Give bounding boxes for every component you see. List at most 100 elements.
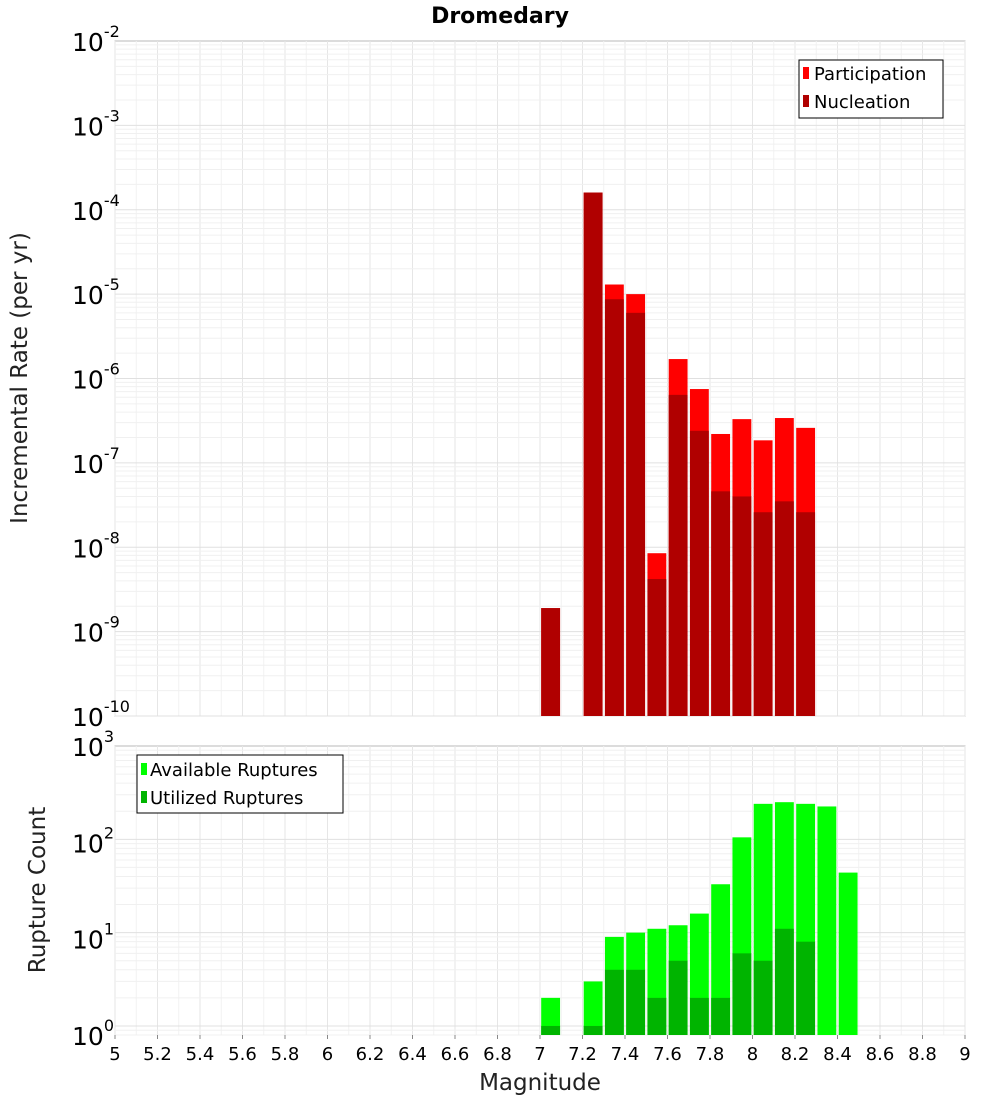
x-tick-label: 5.6 <box>228 1044 257 1065</box>
legend-label-participation: Participation <box>814 64 926 85</box>
x-tick-label: 7 <box>534 1044 545 1065</box>
rate-legend: Participation Nucleation <box>798 59 944 119</box>
rate-y-tick-label: 10-5 <box>72 275 120 310</box>
x-tick-label: 5 <box>109 1044 120 1065</box>
count-bar-utilized-ruptures <box>668 960 688 1035</box>
rate-y-tick-exponent: -9 <box>104 613 120 632</box>
count-bar-available-ruptures <box>583 981 603 1035</box>
rate-y-tick-exponent: -8 <box>104 528 120 547</box>
count-bar-utilized-ruptures <box>647 997 667 1035</box>
count-y-tick-label: 100 <box>72 1016 114 1051</box>
rate-y-tick-label: 10-7 <box>72 444 120 479</box>
rate-bar-nucleation <box>626 312 646 716</box>
count-y-tick-label: 101 <box>72 920 114 955</box>
count-y-tick-label: 102 <box>72 823 114 858</box>
x-tick-label: 9 <box>959 1044 970 1065</box>
x-tick-label: 8.8 <box>908 1044 937 1065</box>
count-y-tick-exponent: 3 <box>104 727 114 746</box>
x-tick-label: 7.4 <box>611 1044 640 1065</box>
rate-y-axis-label: Incremental Rate (per yr) <box>7 232 33 524</box>
rate-y-tick-exponent: -5 <box>104 275 120 294</box>
x-tick-label: 5.4 <box>186 1044 215 1065</box>
legend-swatch-utilized <box>141 791 147 803</box>
rate-y-tick-exponent: -6 <box>104 360 120 379</box>
count-bar-utilized-ruptures <box>774 928 794 1035</box>
rate-bar-nucleation <box>583 192 603 717</box>
rate-y-tick-exponent: -3 <box>104 106 120 125</box>
x-tick-label: 5.8 <box>271 1044 300 1065</box>
legend-swatch-available <box>141 763 147 775</box>
x-tick-label: 5.2 <box>143 1044 172 1065</box>
legend-label-utilized: Utilized Ruptures <box>150 788 303 809</box>
count-bar-utilized-ruptures <box>626 969 646 1035</box>
count-bar-utilized-ruptures <box>541 1025 561 1035</box>
rate-y-tick-label: 10-2 <box>72 22 120 57</box>
count-bar-available-ruptures <box>838 872 858 1035</box>
count-y-axis-label: Rupture Count <box>25 807 51 973</box>
count-bar-available-ruptures <box>817 806 837 1035</box>
count-bar-utilized-ruptures <box>796 941 816 1035</box>
rate-y-tick-exponent: -4 <box>104 191 120 210</box>
rate-bars <box>541 192 816 717</box>
rate-bar-nucleation <box>541 608 561 716</box>
legend-swatch-nucleation <box>803 95 809 107</box>
rate-bar-nucleation <box>711 491 731 716</box>
count-y-tick-exponent: 0 <box>104 1016 114 1035</box>
x-tick-label: 8.6 <box>866 1044 895 1065</box>
count-x-ticks: 5 5.2 5.4 5.6 5.8 6 6.2 6.4 6.6 6.8 7 7.2 7.4 7.6 7.8 8… <box>109 1035 971 1065</box>
count-bar-utilized-ruptures <box>604 969 624 1035</box>
count-bar-utilized-ruptures <box>689 997 709 1035</box>
x-tick-label: 7.6 <box>653 1044 682 1065</box>
chart-title: Dromedary <box>431 4 569 29</box>
rate-bar-nucleation <box>668 394 688 716</box>
x-tick-label: 6.8 <box>483 1044 512 1065</box>
legend-label-available: Available Ruptures <box>150 760 318 781</box>
x-tick-label: 7.8 <box>696 1044 725 1065</box>
x-tick-label: 6.6 <box>441 1044 470 1065</box>
rate-bar-nucleation <box>774 501 794 716</box>
x-tick-label: 8 <box>747 1044 758 1065</box>
x-tick-label: 6.2 <box>356 1044 385 1065</box>
rate-y-tick-label: 10-9 <box>72 613 120 648</box>
count-bar-utilized-ruptures <box>583 1025 603 1035</box>
rate-y-tick-exponent: -2 <box>104 22 120 41</box>
x-tick-label: 6 <box>322 1044 333 1065</box>
count-bar-utilized-ruptures <box>711 997 731 1035</box>
rate-y-tick-exponent: -10 <box>104 697 130 716</box>
count-legend: Available Ruptures Utilized Ruptures <box>136 754 344 814</box>
rate-bar-nucleation <box>796 512 816 716</box>
count-bar-available-ruptures <box>541 997 561 1035</box>
count-y-tick-exponent: 2 <box>104 823 114 842</box>
rate-y-tick-label: 10-6 <box>72 360 120 395</box>
x-tick-label: 6.4 <box>398 1044 427 1065</box>
count-bar-utilized-ruptures <box>753 960 773 1035</box>
count-y-tick-label: 103 <box>72 727 114 762</box>
legend-label-nucleation: Nucleation <box>814 92 910 113</box>
rate-grid <box>114 41 966 717</box>
count-legend-box <box>136 754 344 814</box>
rate-bar-nucleation <box>604 299 624 716</box>
rate-bar-nucleation <box>732 496 752 716</box>
count-bar-utilized-ruptures <box>732 953 752 1035</box>
rate-bar-nucleation <box>689 430 709 716</box>
legend-swatch-participation <box>803 67 809 79</box>
x-tick-label: 8.2 <box>781 1044 810 1065</box>
rate-y-tick-exponent: -7 <box>104 444 120 463</box>
x-tick-label: 7.2 <box>568 1044 597 1065</box>
rate-y-tick-label: 10-4 <box>72 191 120 226</box>
x-tick-label: 8.4 <box>823 1044 852 1065</box>
rate-y-tick-label: 10-10 <box>72 697 130 732</box>
rate-y-tick-label: 10-8 <box>72 528 120 563</box>
rate-panel: 10-10 10-9 10-8 10-7 10-6 10-5 10-4 10-3 10-2 In… <box>7 22 966 732</box>
rate-legend-box <box>798 59 944 119</box>
x-axis-label: Magnitude <box>479 1070 601 1096</box>
count-y-tick-exponent: 1 <box>104 920 114 939</box>
count-bars <box>541 802 858 1035</box>
count-bar-available-ruptures <box>711 884 731 1035</box>
rate-bar-nucleation <box>753 512 773 716</box>
rate-y-tick-label: 10-3 <box>72 106 120 141</box>
